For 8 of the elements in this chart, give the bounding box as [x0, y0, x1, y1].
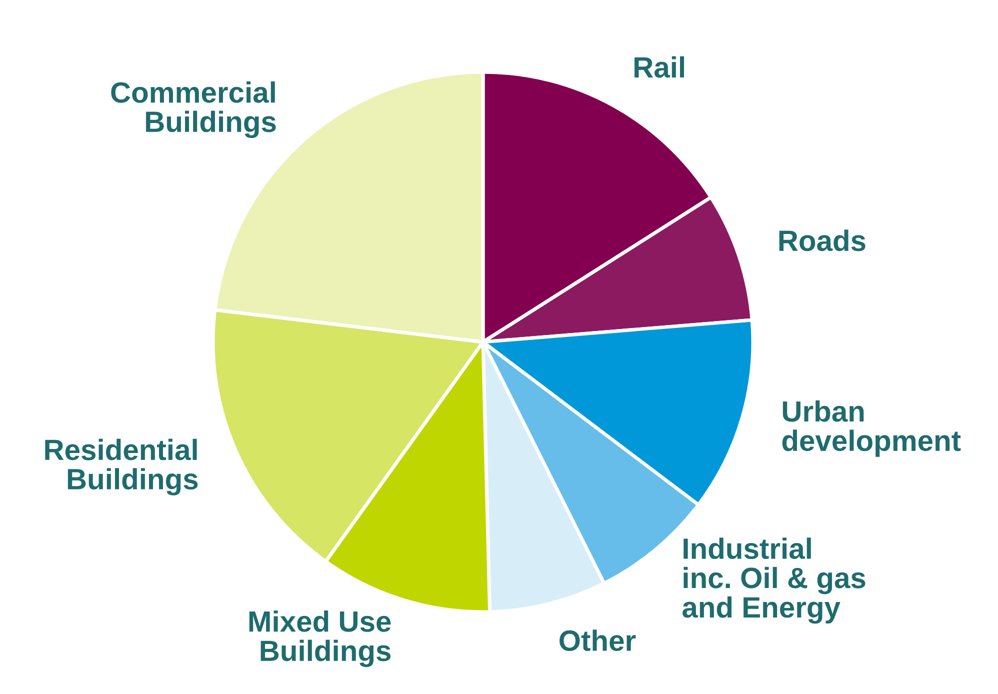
slice-label: Mixed Use Buildings	[249, 610, 391, 668]
slice-label: Commercial Buildings	[111, 81, 276, 138]
slice-label: Industrial inc. Oil & gas and Energy	[682, 538, 866, 624]
slice-label: Rail	[634, 56, 684, 78]
slice-label: Residential Buildings	[45, 438, 198, 496]
slice-label: Roads	[779, 230, 866, 252]
slice-label: Other	[560, 630, 636, 652]
slice-label: Urban development	[782, 400, 961, 457]
